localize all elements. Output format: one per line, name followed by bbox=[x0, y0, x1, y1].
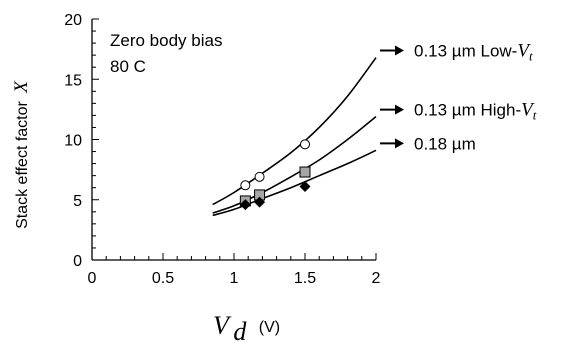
series-arrow-head-3 bbox=[395, 138, 404, 149]
x-axis-title-sub: d bbox=[233, 317, 247, 346]
data-point-series-3 bbox=[239, 199, 251, 211]
data-point-series-1 bbox=[254, 171, 265, 182]
x-axis-title-var: V bbox=[213, 311, 232, 340]
annotation-line-1: Zero body bias bbox=[110, 31, 222, 50]
series-label-text: 0.13 µm High- bbox=[414, 101, 521, 120]
y-tick-label: 5 bbox=[73, 193, 82, 210]
x-axis-title-unit: (V) bbox=[259, 319, 280, 336]
x-tick-label: 0 bbox=[88, 270, 97, 287]
series-label-3: 0.18 µm bbox=[414, 134, 476, 153]
series-label-text: 0.18 µm bbox=[414, 134, 476, 153]
tick-labels: 0 5 10 15 20 0 0.5 1 1.5 2 bbox=[64, 12, 380, 287]
series-label-1: 0.13 µm Low-Vt bbox=[414, 41, 533, 64]
y-tick-label: 15 bbox=[64, 72, 82, 89]
data-point-series-1 bbox=[300, 139, 310, 150]
series-labels: 0.13 µm Low-Vt0.13 µm High-Vt0.18 µm bbox=[380, 41, 537, 153]
fit-curves bbox=[212, 57, 377, 217]
series-label-text: 0.13 µm Low- bbox=[414, 42, 517, 61]
y-tick-label: 20 bbox=[64, 12, 82, 29]
x-tick-label: 1.5 bbox=[294, 270, 316, 287]
axes bbox=[91, 19, 376, 261]
fit-curve-series-2 bbox=[212, 115, 377, 214]
x-tick-label: 2 bbox=[372, 270, 381, 287]
x-tick-label: 0.5 bbox=[152, 270, 174, 287]
series-label-sub: t bbox=[533, 108, 537, 123]
series-arrow-head-1 bbox=[395, 45, 404, 56]
series-label-2: 0.13 µm High-Vt bbox=[414, 100, 537, 123]
data-point-series-1 bbox=[240, 180, 251, 191]
data-point-series-3 bbox=[254, 196, 266, 208]
series-arrow-head-2 bbox=[395, 104, 404, 115]
y-axis-title-text: Stack effect factor bbox=[14, 100, 31, 228]
y-tick-label: 10 bbox=[64, 133, 82, 150]
series-label-sub: t bbox=[529, 49, 533, 64]
data-point-series-3 bbox=[299, 180, 311, 192]
x-tick-label: 1 bbox=[230, 270, 239, 287]
fit-curve-series-3 bbox=[212, 149, 377, 217]
tick-marks bbox=[91, 18, 377, 261]
annotation-line-2: 80 C bbox=[110, 57, 146, 76]
fit-curve-series-1 bbox=[212, 57, 377, 206]
x-axis-title: V d (V) bbox=[213, 311, 280, 346]
series-label-var: V bbox=[517, 41, 531, 62]
y-tick-label: 0 bbox=[73, 253, 82, 270]
y-axis-title-var: X bbox=[11, 80, 32, 94]
y-axis-title: Stack effect factor X bbox=[11, 80, 32, 229]
data-markers bbox=[239, 139, 311, 211]
data-point-series-2 bbox=[299, 166, 311, 178]
series-label-var: V bbox=[521, 100, 535, 121]
